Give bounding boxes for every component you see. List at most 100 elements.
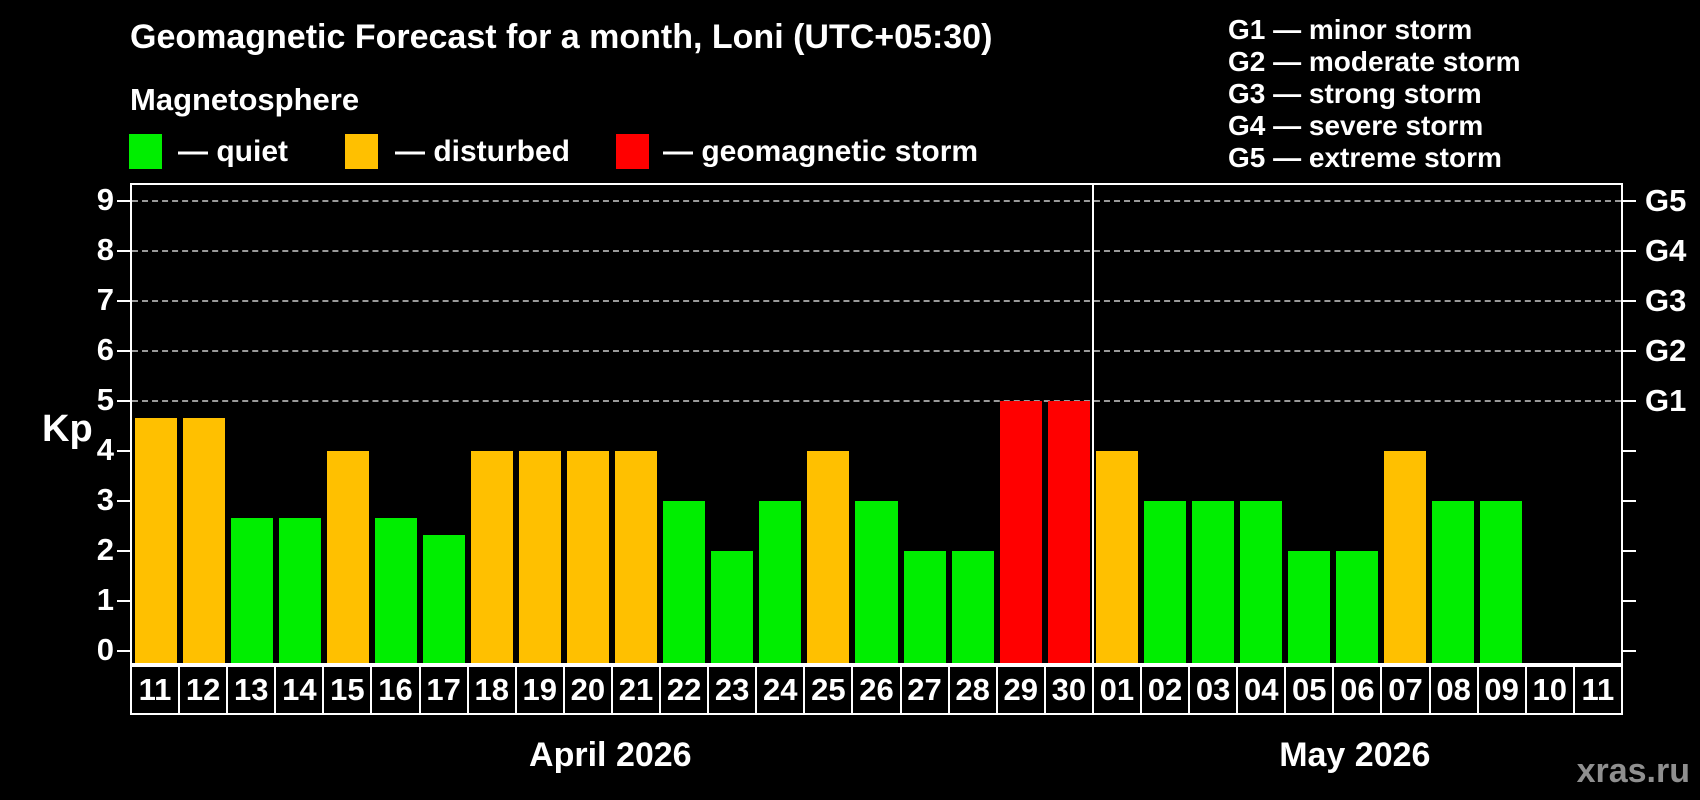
kp-bar-day-30 — [1047, 401, 1090, 663]
kp-bar-day-06 — [1335, 551, 1378, 663]
y-tick-right-3 — [1623, 500, 1636, 502]
y-tick-right-5 — [1623, 400, 1636, 402]
kp-bar-day-15 — [327, 451, 370, 663]
kp-bar-day-03 — [1191, 501, 1234, 663]
kp-bar-day-22 — [663, 501, 706, 663]
y-tick-left-8 — [117, 250, 130, 252]
plot-area — [130, 183, 1623, 665]
kp-bar-day-29 — [999, 401, 1042, 663]
y-tick-label-9: 9 — [96, 182, 114, 217]
gridline-g1 — [132, 400, 1621, 402]
gridline-g4 — [132, 250, 1621, 252]
y-tick-left-4 — [117, 450, 130, 452]
y-tick-left-6 — [117, 350, 130, 352]
day-box-29: 29 — [995, 665, 1046, 715]
y-tick-right-7 — [1623, 300, 1636, 302]
kp-bar-day-16 — [375, 517, 418, 663]
g-axis-label-g5: G5 — [1645, 183, 1687, 218]
kp-bar-day-04 — [1239, 501, 1282, 663]
day-box-14: 14 — [274, 665, 325, 715]
kp-bar-day-19 — [519, 451, 562, 663]
y-tick-label-5: 5 — [96, 382, 114, 417]
kp-bar-day-25 — [807, 451, 850, 663]
x-axis-day-boxes: 11 12 13 14 15 16 17 18 19 20 21 22 23 24 25 26 27 28 29 30… — [130, 665, 1623, 715]
y-tick-left-0 — [117, 650, 130, 652]
kp-bar-day-11 — [135, 417, 178, 663]
kp-bar-day-27 — [903, 551, 946, 663]
kp-bar-day-05 — [1287, 551, 1330, 663]
day-box-23: 23 — [707, 665, 758, 715]
day-box-28: 28 — [947, 665, 998, 715]
y-tick-left-9 — [117, 200, 130, 202]
kp-bar-day-26 — [855, 501, 898, 663]
y-tick-label-2: 2 — [96, 532, 114, 567]
chart-subtitle: Magnetosphere — [130, 82, 360, 117]
kp-bar-day-08 — [1431, 501, 1474, 663]
kp-bar-day-01 — [1095, 451, 1138, 663]
day-box-22: 22 — [659, 665, 710, 715]
day-box-30: 30 — [1043, 665, 1094, 715]
y-axis-title: Kp — [42, 408, 93, 450]
g-axis-label-g3: G3 — [1645, 283, 1687, 318]
day-box-06: 06 — [1332, 665, 1383, 715]
legend-swatch-disturbed — [345, 134, 378, 169]
g-scale-legend: G1 — minor storm G2 — moderate storm G3 — … — [1228, 14, 1521, 174]
y-tick-left-5 — [117, 400, 130, 402]
day-box-02: 02 — [1139, 665, 1191, 715]
y-tick-left-2 — [117, 550, 130, 552]
day-box-07: 07 — [1380, 665, 1431, 715]
y-tick-right-0 — [1623, 650, 1636, 652]
gridline-g5 — [132, 200, 1621, 202]
month-label-april: April 2026 — [529, 736, 692, 774]
kp-bar-day-17 — [423, 534, 466, 663]
day-box-10: 10 — [1524, 665, 1575, 715]
legend-label-storm: — geomagnetic storm — [663, 135, 979, 168]
day-box-01: 01 — [1091, 665, 1142, 715]
y-tick-label-0: 0 — [96, 632, 114, 667]
day-box-18: 18 — [466, 665, 517, 715]
day-box-09: 09 — [1476, 665, 1527, 715]
y-tick-left-7 — [117, 300, 130, 302]
day-box-03: 03 — [1188, 665, 1239, 715]
g-legend-line-2: G2 — moderate storm — [1228, 46, 1521, 77]
kp-bar-day-18 — [471, 451, 514, 663]
g-legend-line-3: G3 — strong storm — [1228, 78, 1482, 109]
kp-bar-day-24 — [759, 501, 802, 663]
chart-title: Geomagnetic Forecast for a month, Loni (… — [130, 18, 993, 56]
g-legend-line-5: G5 — extreme storm — [1228, 142, 1502, 173]
month-separator — [1091, 185, 1094, 663]
y-tick-label-1: 1 — [96, 582, 114, 617]
y-tick-label-3: 3 — [96, 482, 114, 517]
y-tick-label-4: 4 — [96, 432, 114, 467]
day-box-25: 25 — [803, 665, 854, 715]
y-tick-right-9 — [1623, 200, 1636, 202]
legend-swatch-storm — [616, 134, 649, 169]
day-box-27: 27 — [899, 665, 950, 715]
month-label-may: May 2026 — [1279, 736, 1431, 774]
kp-bar-day-14 — [279, 517, 322, 663]
day-box-21: 21 — [610, 665, 662, 715]
kp-bar-day-12 — [183, 417, 226, 663]
day-box-04: 04 — [1236, 665, 1287, 715]
kp-bar-day-13 — [231, 517, 274, 663]
kp-bar-day-07 — [1383, 451, 1426, 663]
day-box-24: 24 — [755, 665, 806, 715]
kp-bar-day-20 — [567, 451, 610, 663]
day-box-12: 12 — [178, 665, 229, 715]
y-tick-label-6: 6 — [96, 332, 114, 367]
day-box-26: 26 — [851, 665, 902, 715]
y-tick-right-1 — [1623, 600, 1636, 602]
kp-bar-day-28 — [951, 551, 994, 663]
day-box-17: 17 — [418, 665, 469, 715]
kp-bar-day-23 — [711, 551, 754, 663]
gridline-g3 — [132, 300, 1621, 302]
day-box-13: 13 — [226, 665, 277, 715]
g-legend-line-1: G1 — minor storm — [1228, 14, 1473, 45]
watermark-xras: xras.ru — [1576, 752, 1690, 790]
day-box-08: 08 — [1428, 665, 1479, 715]
day-box-05: 05 — [1284, 665, 1335, 715]
g-legend-line-4: G4 — severe storm — [1228, 110, 1484, 141]
day-box-15: 15 — [322, 665, 373, 715]
legend-label-quiet: — quiet — [178, 135, 288, 168]
